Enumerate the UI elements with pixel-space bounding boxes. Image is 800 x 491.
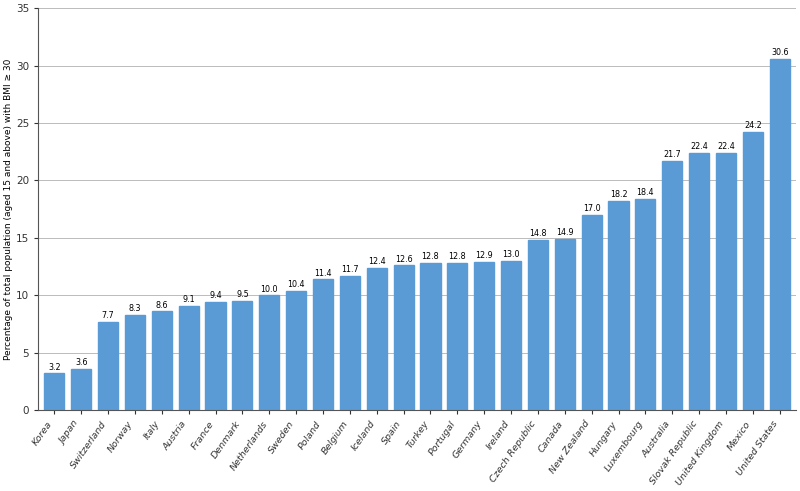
Bar	[770, 59, 790, 410]
Text: 12.4: 12.4	[368, 257, 386, 266]
Bar	[394, 266, 414, 410]
Text: 9.4: 9.4	[210, 292, 222, 300]
Text: 14.8: 14.8	[529, 229, 546, 239]
Bar	[232, 301, 253, 410]
Bar	[152, 311, 172, 410]
Bar	[554, 239, 575, 410]
Text: 30.6: 30.6	[771, 48, 789, 57]
Y-axis label: Percentage of total population (aged 15 and above) with BMI ≥ 30: Percentage of total population (aged 15 …	[4, 58, 13, 360]
Text: 7.7: 7.7	[102, 311, 114, 320]
Text: 14.9: 14.9	[556, 228, 574, 237]
Text: 11.7: 11.7	[341, 265, 358, 274]
Text: 17.0: 17.0	[583, 204, 601, 213]
Text: 13.0: 13.0	[502, 250, 520, 259]
Bar	[501, 261, 521, 410]
Text: 11.4: 11.4	[314, 269, 332, 277]
Bar	[340, 276, 360, 410]
Text: 9.5: 9.5	[236, 290, 249, 300]
Bar	[635, 199, 655, 410]
Bar	[313, 279, 333, 410]
Bar	[742, 132, 763, 410]
Text: 21.7: 21.7	[663, 150, 681, 159]
Bar	[98, 322, 118, 410]
Bar	[716, 153, 736, 410]
Bar	[206, 302, 226, 410]
Bar	[178, 306, 198, 410]
Bar	[662, 161, 682, 410]
Text: 22.4: 22.4	[690, 142, 708, 151]
Text: 18.2: 18.2	[610, 191, 627, 199]
Text: 10.4: 10.4	[287, 280, 305, 289]
Text: 12.8: 12.8	[422, 252, 439, 261]
Text: 9.1: 9.1	[182, 295, 195, 304]
Text: 10.0: 10.0	[261, 285, 278, 294]
Text: 22.4: 22.4	[717, 142, 735, 151]
Text: 24.2: 24.2	[744, 121, 762, 131]
Bar	[609, 201, 629, 410]
Bar	[366, 268, 387, 410]
Text: 12.6: 12.6	[394, 255, 413, 264]
Bar	[689, 153, 709, 410]
Bar	[474, 262, 494, 410]
Text: 8.3: 8.3	[129, 304, 141, 313]
Text: 18.4: 18.4	[637, 188, 654, 197]
Text: 12.8: 12.8	[449, 252, 466, 261]
Bar	[259, 295, 279, 410]
Bar	[447, 263, 467, 410]
Bar	[44, 374, 65, 410]
Bar	[582, 215, 602, 410]
Bar	[528, 240, 548, 410]
Text: 3.2: 3.2	[48, 363, 61, 372]
Bar	[420, 263, 441, 410]
Text: 8.6: 8.6	[155, 300, 168, 310]
Text: 3.6: 3.6	[75, 358, 87, 367]
Bar	[286, 291, 306, 410]
Bar	[71, 369, 91, 410]
Bar	[125, 315, 145, 410]
Text: 12.9: 12.9	[475, 251, 493, 260]
